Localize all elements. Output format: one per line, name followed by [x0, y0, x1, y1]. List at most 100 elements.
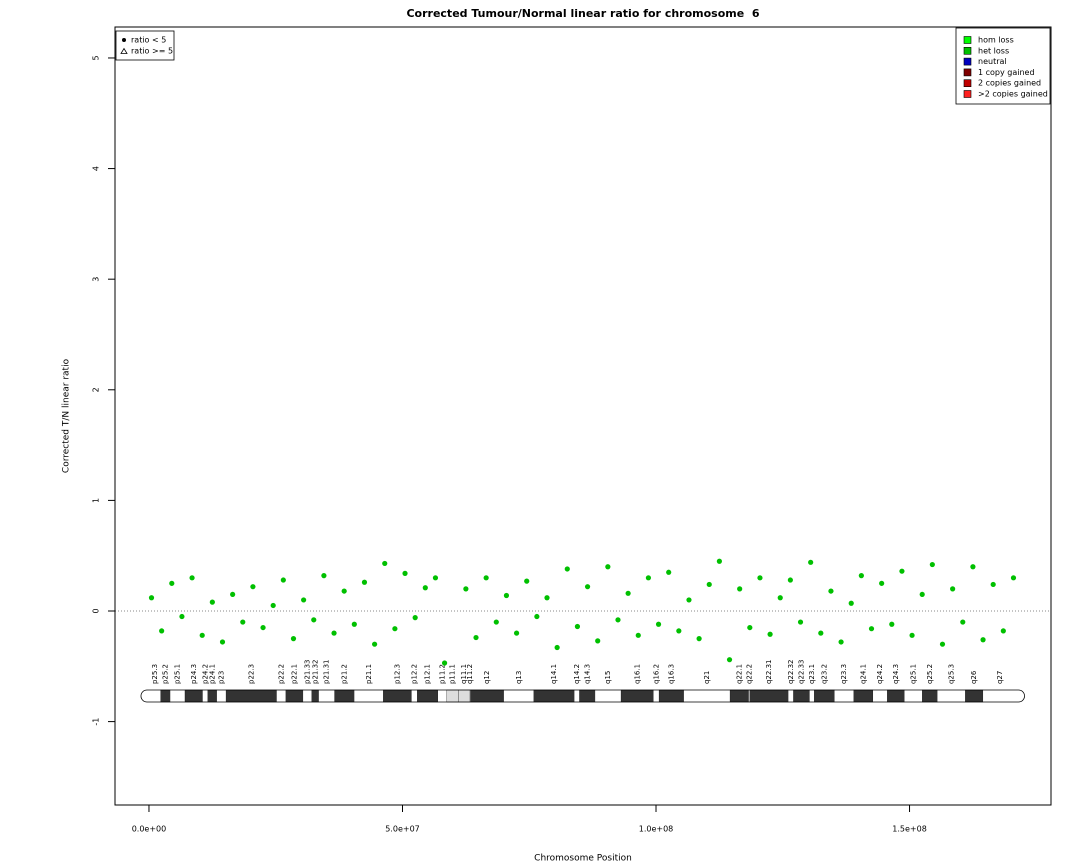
band-label: p21.1: [365, 664, 373, 684]
y-tick-label: 4: [92, 166, 101, 171]
band-label: p21.31: [323, 660, 331, 684]
data-point: [493, 619, 499, 625]
ideogram-band: [853, 689, 874, 703]
band-label: q22.2: [745, 664, 753, 684]
legend-label: 1 copy gained: [978, 68, 1035, 77]
ideogram-band: [873, 690, 888, 702]
band-label: q22.31: [765, 660, 773, 684]
band-label: q22.1: [735, 664, 743, 684]
data-point: [301, 597, 307, 603]
band-label: q26: [970, 670, 978, 684]
data-point: [970, 564, 976, 570]
ideogram-outline: [140, 689, 1025, 703]
ideogram-band: [965, 689, 984, 703]
data-point: [503, 592, 510, 599]
band-label: p25.1: [174, 664, 182, 684]
band-label: p21.2: [340, 664, 348, 684]
ideogram-band: [887, 689, 905, 703]
data-point: [331, 630, 337, 636]
band-label: q22.33: [798, 660, 806, 684]
band-label: p22.1: [290, 664, 298, 684]
band-label: q24.3: [892, 664, 900, 684]
band-label: q25.2: [926, 664, 934, 684]
y-tick-label: -1: [92, 718, 101, 726]
band-label: p12.1: [424, 664, 432, 684]
y-tick-label: 3: [92, 277, 101, 282]
ideogram-band: [748, 690, 750, 702]
x-tick-label: 5.0e+07: [385, 825, 420, 834]
data-point: [615, 617, 621, 623]
band-label: q15: [604, 671, 612, 684]
ideogram-band: [160, 689, 171, 703]
data-point: [960, 619, 966, 625]
data-point: [980, 637, 986, 643]
ideogram-band: [184, 689, 203, 703]
ideogram-band: [834, 690, 854, 702]
legend-label: hom loss: [978, 36, 1014, 45]
data-point: [422, 585, 428, 591]
legend-swatch: [963, 79, 972, 87]
data-point: [189, 575, 195, 581]
data-point: [230, 591, 236, 598]
band-label: p25.3: [151, 664, 159, 684]
plot-frame: [114, 26, 1052, 806]
ideogram-band: [411, 690, 418, 702]
data-point: [179, 613, 185, 620]
legend-label: 2 copies gained: [978, 79, 1041, 88]
ideogram-band: [904, 690, 923, 702]
data-point: [513, 630, 520, 636]
data-point: [919, 591, 925, 598]
ideogram-band: [653, 690, 660, 702]
y-axis-label: Corrected T/N linear ratio: [62, 358, 72, 473]
ideogram-band: [503, 690, 534, 702]
data-point: [828, 588, 834, 594]
data-point: [402, 570, 408, 576]
ideogram-band: [574, 690, 580, 702]
data-point: [351, 621, 357, 627]
data-point: [1000, 628, 1006, 634]
legend-label: ratio >= 5: [131, 47, 173, 56]
band-label: q12: [483, 671, 491, 684]
ideogram-band: [383, 689, 412, 703]
legend-swatch: [963, 36, 972, 44]
data-point: [909, 632, 915, 638]
ideogram-band: [458, 689, 471, 703]
y-tick-label: 2: [92, 387, 101, 392]
data-point: [625, 590, 631, 596]
band-label: q24.1: [859, 664, 867, 684]
data-point: [666, 569, 672, 575]
data-point: [848, 600, 854, 606]
data-point: [838, 639, 844, 645]
data-point: [808, 559, 814, 565]
data-point: [159, 628, 165, 634]
data-point: [574, 623, 581, 630]
band-label: q25.3: [947, 664, 955, 684]
ideogram-band: [437, 690, 447, 702]
data-point: [726, 657, 733, 663]
data-point: [270, 602, 276, 609]
data-point: [747, 624, 753, 631]
ideogram-band: [470, 689, 505, 703]
data-point: [655, 621, 662, 627]
data-point: [868, 626, 875, 632]
legend-label: ratio < 5: [131, 36, 166, 45]
band-label: q11.1: [460, 664, 468, 684]
band-label: q23.1: [808, 664, 816, 684]
x-axis-label: Chromosome Position: [534, 854, 632, 864]
band-label: p23: [217, 671, 225, 684]
y-tick-label: 0: [92, 608, 101, 613]
band-label: p12.3: [393, 664, 401, 684]
data-point: [361, 579, 368, 585]
band-label: q23.2: [820, 664, 828, 684]
data-point: [889, 621, 895, 627]
ideogram-band: [334, 689, 355, 703]
legend-swatch: [963, 46, 972, 55]
band-label: q24.2: [876, 664, 884, 684]
band-label: p24.3: [190, 664, 198, 684]
legend-label: >2 copies gained: [978, 90, 1048, 99]
chart-title: Corrected Tumour/Normal linear ratio for…: [406, 7, 759, 20]
data-point: [392, 626, 398, 632]
band-label: q13: [515, 671, 523, 684]
ideogram-band: [793, 689, 810, 703]
band-label: q25.1: [909, 664, 917, 684]
